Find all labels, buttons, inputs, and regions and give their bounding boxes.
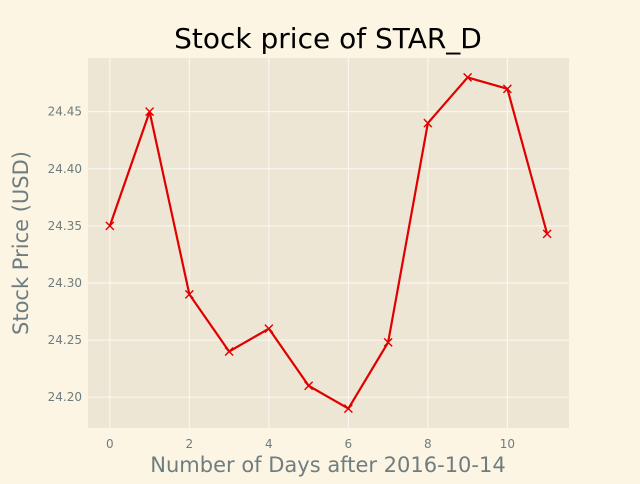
- data-point-marker: [423, 118, 433, 128]
- plot-area: [88, 58, 569, 428]
- y-tick-label: 24.20: [48, 390, 82, 404]
- data-point-marker: [105, 221, 115, 231]
- x-tick-label: 8: [424, 437, 432, 451]
- x-ticks: 0 2 4 6 8 10: [106, 437, 515, 451]
- data-point-marker: [224, 346, 234, 356]
- data-point-marker: [145, 107, 155, 117]
- chart-title: Stock price of STAR_D: [174, 22, 482, 55]
- data-point-marker: [304, 381, 314, 391]
- y-tick-label: 24.30: [48, 276, 82, 290]
- x-tick-label: 10: [500, 437, 515, 451]
- y-tick-label: 24.45: [48, 105, 82, 119]
- series-layer: [105, 72, 552, 414]
- y-tick-label: 24.35: [48, 219, 82, 233]
- y-tick-label: 24.40: [48, 162, 82, 176]
- data-point-marker: [184, 289, 194, 299]
- x-tick-label: 0: [106, 437, 114, 451]
- data-point-marker: [264, 324, 274, 334]
- data-point-marker: [502, 84, 512, 94]
- x-axis-label: Number of Days after 2016-10-14: [150, 453, 505, 477]
- series-line: [108, 76, 549, 410]
- data-point-marker: [463, 72, 473, 82]
- y-axis-label: Stock Price (USD): [9, 151, 33, 335]
- data-point-marker: [343, 404, 353, 414]
- x-tick-label: 2: [186, 437, 194, 451]
- x-tick-label: 4: [265, 437, 273, 451]
- x-tick-label: 6: [345, 437, 353, 451]
- y-ticks: 24.20 24.25 24.30 24.35 24.40 24.45: [48, 105, 82, 404]
- y-tick-label: 24.25: [48, 333, 82, 347]
- data-point-marker: [383, 337, 393, 347]
- data-point-marker: [542, 229, 552, 239]
- grid: [88, 58, 569, 428]
